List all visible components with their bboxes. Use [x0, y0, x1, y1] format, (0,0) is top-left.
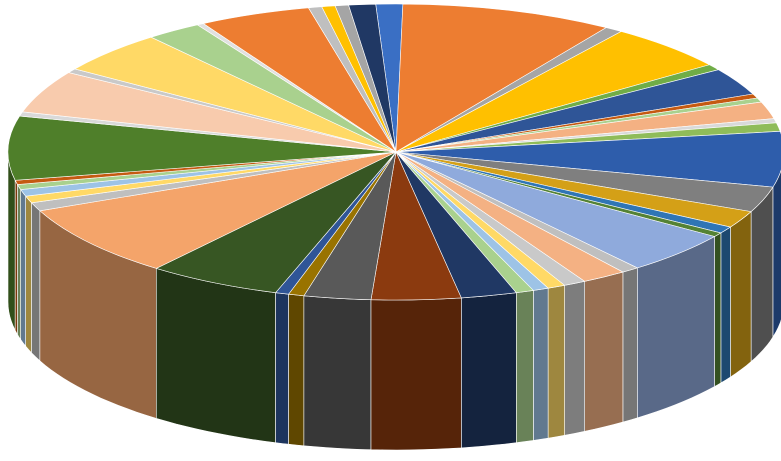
pie-slice-side-27: [288, 293, 305, 447]
pie-slice-side-18: [622, 267, 638, 423]
pie-slice-side-23: [516, 290, 534, 444]
pie-slice-side-35: [14, 180, 18, 336]
pie-slice-side-19: [584, 271, 624, 432]
pie-slice-36: [7, 115, 397, 181]
pie-slice-side-26: [303, 295, 372, 451]
pie-slice-side-33: [20, 188, 26, 348]
pie-slice-side-24: [461, 292, 517, 449]
pie-slice-side-28: [275, 292, 289, 445]
pie-side-layer: [7, 151, 781, 451]
pie-slice-side-21: [547, 284, 565, 439]
pie-slice-30: [39, 151, 397, 269]
pie-slice-side-32: [25, 195, 32, 354]
pie-slice-side-34: [17, 183, 21, 341]
pie-slice-side-29: [156, 268, 276, 444]
pie-slice-side-16: [714, 232, 722, 388]
pie-slice-side-15: [720, 226, 731, 384]
pie-top-layer: [7, 3, 781, 301]
pie-slice-side-20: [564, 280, 585, 436]
pie-slice-side-25: [370, 297, 462, 451]
pie-slice-side-13: [750, 186, 774, 363]
pie-slice-side-14: [730, 210, 752, 378]
pie-slice-side-22: [533, 287, 549, 441]
pie-slice-2: [395, 3, 607, 153]
pie-slice-47: [348, 3, 397, 153]
pie-slice-side-31: [31, 202, 41, 362]
pie-slice-29: [156, 151, 397, 293]
